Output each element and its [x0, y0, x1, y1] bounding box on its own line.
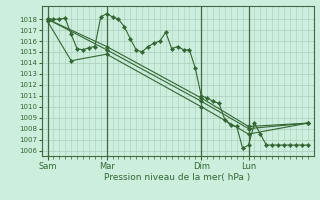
- X-axis label: Pression niveau de la mer( hPa ): Pression niveau de la mer( hPa ): [104, 173, 251, 182]
